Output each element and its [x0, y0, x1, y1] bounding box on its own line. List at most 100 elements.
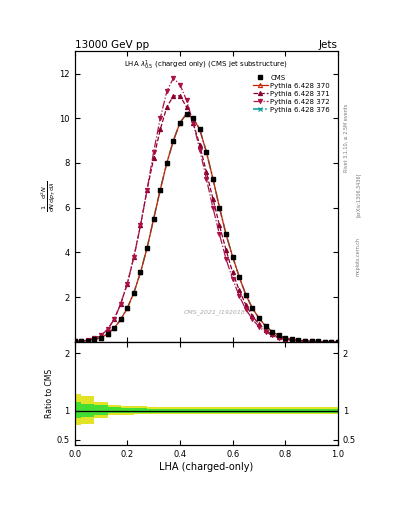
Pythia 6.428 376: [171, 138, 176, 144]
Pythia 6.428 370: [145, 245, 149, 251]
CMS: [283, 335, 288, 341]
Pythia 6.428 370: [178, 120, 182, 126]
CMS: [250, 305, 255, 311]
Pythia 6.428 372: [290, 337, 294, 344]
Pythia 6.428 372: [276, 335, 281, 341]
Pythia 6.428 376: [243, 292, 248, 298]
Text: [arXiv:1306.3436]: [arXiv:1306.3436]: [356, 173, 361, 217]
Pythia 6.428 372: [230, 276, 235, 282]
CMS: [151, 216, 156, 222]
Pythia 6.428 371: [237, 287, 242, 293]
Pythia 6.428 370: [230, 254, 235, 260]
CMS: [316, 338, 321, 345]
Pythia 6.428 371: [178, 93, 182, 99]
Pythia 6.428 371: [290, 337, 294, 343]
Pythia 6.428 371: [158, 126, 163, 133]
Pythia 6.428 376: [276, 332, 281, 338]
Pythia 6.428 370: [237, 274, 242, 280]
Pythia 6.428 371: [211, 196, 215, 202]
Pythia 6.428 376: [72, 338, 77, 345]
CMS: [118, 316, 123, 323]
Pythia 6.428 370: [211, 176, 215, 182]
Pythia 6.428 372: [263, 329, 268, 335]
CMS: [230, 254, 235, 260]
Pythia 6.428 372: [178, 81, 182, 88]
Pythia 6.428 370: [257, 315, 261, 322]
Pythia 6.428 376: [217, 205, 222, 211]
Pythia 6.428 370: [296, 337, 301, 344]
Pythia 6.428 376: [237, 274, 242, 280]
CMS: [257, 315, 261, 322]
Pythia 6.428 372: [316, 338, 321, 345]
CMS: [237, 274, 242, 280]
Pythia 6.428 376: [92, 336, 97, 343]
CMS: [191, 115, 196, 121]
CMS: [243, 292, 248, 298]
CMS: [204, 148, 209, 155]
Text: 13000 GeV pp: 13000 GeV pp: [75, 40, 149, 50]
Pythia 6.428 376: [211, 176, 215, 182]
Pythia 6.428 370: [158, 187, 163, 193]
Pythia 6.428 370: [290, 336, 294, 343]
Pythia 6.428 372: [118, 301, 123, 307]
Text: LHA $\lambda^{1}_{0.5}$ (charged only) (CMS jet substructure): LHA $\lambda^{1}_{0.5}$ (charged only) (…: [124, 58, 288, 72]
Pythia 6.428 372: [184, 97, 189, 103]
CMS: [145, 245, 149, 251]
CMS: [178, 120, 182, 126]
Pythia 6.428 376: [145, 245, 149, 251]
Pythia 6.428 376: [230, 254, 235, 260]
Pythia 6.428 370: [118, 316, 123, 323]
X-axis label: LHA (charged-only): LHA (charged-only): [159, 462, 253, 472]
Pythia 6.428 372: [151, 148, 156, 155]
Pythia 6.428 371: [151, 155, 156, 161]
Pythia 6.428 372: [99, 332, 103, 338]
Pythia 6.428 371: [224, 247, 228, 253]
Pythia 6.428 372: [132, 254, 136, 260]
Pythia 6.428 372: [250, 316, 255, 323]
Line: Pythia 6.428 372: Pythia 6.428 372: [73, 76, 340, 344]
Pythia 6.428 370: [197, 126, 202, 133]
Pythia 6.428 371: [99, 332, 103, 338]
Pythia 6.428 376: [191, 115, 196, 121]
CMS: [296, 337, 301, 344]
Pythia 6.428 376: [164, 160, 169, 166]
Pythia 6.428 376: [125, 305, 130, 311]
Pythia 6.428 376: [250, 305, 255, 311]
Pythia 6.428 370: [171, 138, 176, 144]
Pythia 6.428 371: [316, 338, 321, 345]
Pythia 6.428 370: [105, 331, 110, 337]
Pythia 6.428 371: [125, 281, 130, 287]
Pythia 6.428 371: [164, 104, 169, 110]
Pythia 6.428 376: [270, 329, 274, 335]
CMS: [329, 338, 334, 345]
Pythia 6.428 372: [237, 293, 242, 299]
Pythia 6.428 376: [158, 187, 163, 193]
Line: Pythia 6.428 371: Pythia 6.428 371: [73, 94, 340, 344]
Pythia 6.428 371: [171, 93, 176, 99]
Pythia 6.428 372: [309, 338, 314, 345]
Pythia 6.428 371: [329, 338, 334, 345]
Pythia 6.428 371: [230, 269, 235, 275]
Pythia 6.428 376: [184, 111, 189, 117]
Pythia 6.428 370: [217, 205, 222, 211]
Pythia 6.428 376: [316, 338, 321, 345]
Pythia 6.428 376: [197, 126, 202, 133]
CMS: [99, 335, 103, 341]
Pythia 6.428 370: [250, 305, 255, 311]
CMS: [322, 338, 327, 345]
Pythia 6.428 370: [184, 111, 189, 117]
Pythia 6.428 372: [329, 338, 334, 345]
Line: Pythia 6.428 370: Pythia 6.428 370: [73, 112, 340, 344]
Pythia 6.428 371: [184, 104, 189, 110]
Pythia 6.428 370: [329, 338, 334, 345]
CMS: [164, 160, 169, 166]
Text: mcplots.cern.ch: mcplots.cern.ch: [356, 237, 361, 275]
Pythia 6.428 371: [309, 338, 314, 345]
Pythia 6.428 376: [303, 338, 307, 344]
Pythia 6.428 371: [72, 338, 77, 345]
CMS: [79, 338, 84, 344]
Pythia 6.428 371: [132, 254, 136, 260]
Pythia 6.428 376: [204, 148, 209, 155]
Pythia 6.428 372: [112, 316, 116, 323]
CMS: [158, 187, 163, 193]
